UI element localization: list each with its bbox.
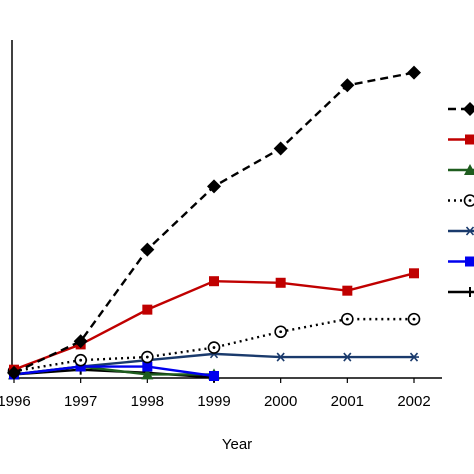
- data-point: [465, 226, 474, 236]
- legend-entry-s2: [448, 134, 474, 145]
- data-point: [73, 334, 88, 349]
- data-point: [465, 287, 474, 297]
- data-point: [209, 371, 219, 381]
- data-point-stroke: [465, 226, 474, 236]
- data-point: [142, 304, 153, 315]
- data-point: [75, 361, 86, 372]
- data-point-center: [145, 355, 149, 359]
- data-point: [140, 242, 155, 257]
- data-point: [464, 164, 474, 175]
- data-point: [207, 179, 221, 194]
- data-point: [340, 78, 355, 93]
- legend: [448, 102, 474, 297]
- data-point: [407, 65, 421, 80]
- data-point: [342, 285, 353, 296]
- x-tick-label: 1999: [197, 393, 230, 410]
- data-point-center: [212, 346, 216, 349]
- x-axis-label: Year: [221, 436, 253, 453]
- data-point: [273, 141, 288, 156]
- data-point: [409, 352, 419, 362]
- legend-entry-s1: [448, 102, 474, 116]
- legend-entry-s5: [448, 226, 474, 236]
- data-point: [275, 277, 286, 288]
- data-point: [409, 268, 419, 279]
- legend-entry-s3: [448, 164, 474, 175]
- x-tick-label: 2002: [397, 393, 430, 410]
- data-point: [209, 276, 219, 287]
- data-point-center: [79, 358, 83, 362]
- data-point: [141, 368, 154, 380]
- chart-axes: 1996 1997 1998 1999 2000 2001 2002: [0, 40, 442, 410]
- data-point: [465, 134, 474, 145]
- data-point: [465, 256, 474, 267]
- data-point-center: [412, 317, 416, 321]
- series-line: [13, 365, 215, 378]
- series-layer: [7, 65, 421, 383]
- x-tick-label: 1996: [0, 393, 31, 410]
- data-point: [342, 352, 353, 362]
- legend-entry-s7: [448, 287, 474, 297]
- legend-entry-s4: [448, 194, 474, 207]
- legend-entry-s6: [448, 256, 474, 267]
- series-s1: [7, 65, 421, 380]
- x-tick-label: 2001: [331, 393, 364, 410]
- series-line: [13, 272, 415, 371]
- data-point: [275, 352, 286, 362]
- series-line: [13, 71, 415, 374]
- data-point-center: [345, 317, 349, 321]
- data-point-stroke: [409, 352, 419, 362]
- series-s2: [9, 268, 419, 375]
- data-point: [142, 361, 153, 372]
- x-tick-label: 1997: [64, 393, 97, 410]
- data-point-center: [468, 199, 472, 202]
- data-point: [463, 102, 474, 116]
- x-tick-label: 2000: [264, 393, 297, 410]
- data-point-stroke: [276, 352, 285, 362]
- x-tick-label: 1998: [131, 393, 164, 410]
- data-point-stroke: [343, 352, 352, 362]
- data-point-center: [279, 330, 283, 334]
- data-point: [7, 365, 21, 380]
